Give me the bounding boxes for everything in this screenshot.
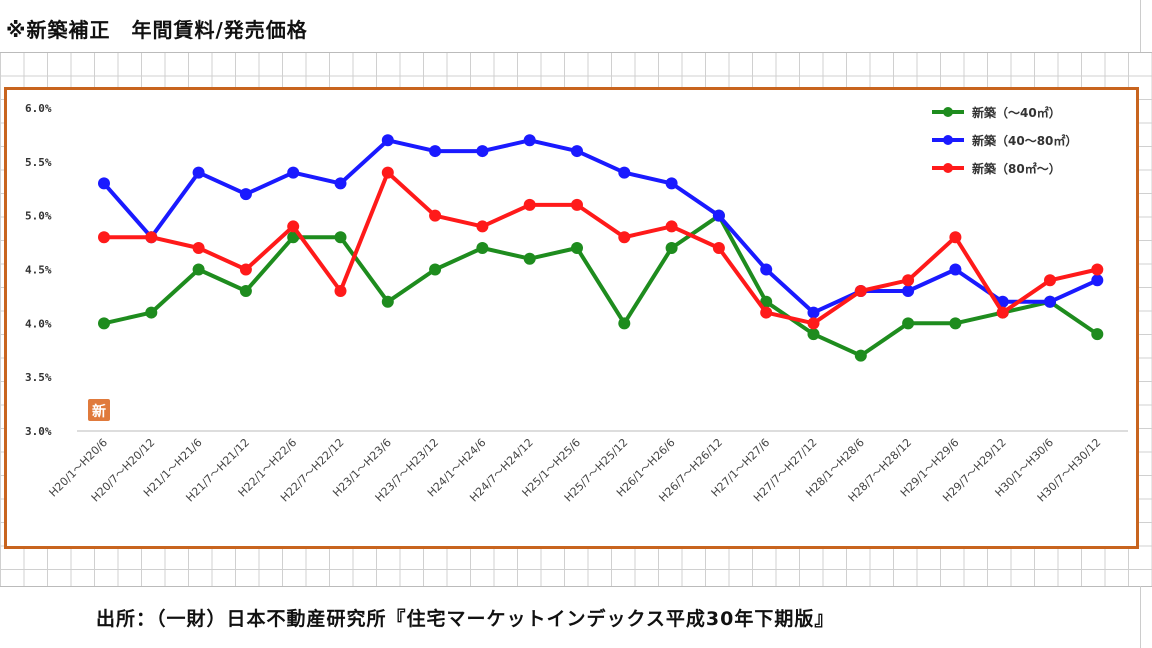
data-point: [571, 145, 583, 158]
data-point: [381, 134, 394, 147]
data-point: [476, 220, 489, 233]
data-point: [1091, 328, 1104, 341]
data-point: [949, 231, 962, 244]
series-line: [102, 138, 1099, 315]
legend-label: 新築（40～80㎡）: [972, 133, 1077, 148]
y-tick-label: 5.5%: [25, 156, 52, 169]
source-note: 出所：（一財）日本不動産研究所『住宅マーケットインデックス平成30年下期版』: [96, 608, 835, 630]
data-point: [381, 166, 394, 179]
data-point: [287, 220, 300, 233]
data-point: [902, 274, 915, 287]
y-tick-label: 3.5%: [25, 371, 52, 384]
data-point: [854, 285, 867, 298]
data-point: [381, 295, 394, 308]
data-point: [902, 317, 915, 330]
data-point: [665, 220, 678, 233]
data-point: [429, 209, 442, 222]
data-point: [949, 263, 962, 276]
divider: [0, 586, 1152, 587]
data-point: [618, 231, 631, 244]
data-point: [98, 231, 110, 244]
data-point: [996, 306, 1009, 319]
line-chart: 3.0%3.5%4.0%4.5%5.0%5.5%6.0%H20/1～H20/6H…: [25, 102, 1128, 504]
data-point: [760, 306, 773, 319]
divider: [1140, 0, 1141, 52]
legend-marker: [943, 107, 953, 117]
legend-marker: [943, 163, 953, 173]
data-point: [239, 263, 252, 276]
legend-marker: [943, 135, 953, 145]
data-point: [334, 231, 347, 244]
data-point: [523, 252, 536, 265]
data-point: [429, 263, 442, 276]
data-point: [665, 177, 678, 190]
data-point: [192, 263, 205, 276]
data-point: [98, 317, 110, 330]
series-line: [103, 213, 1099, 358]
data-point: [949, 317, 962, 330]
data-point: [239, 285, 252, 298]
data-point: [807, 306, 820, 319]
data-point: [807, 328, 820, 341]
data-point: [523, 198, 536, 211]
data-point: [287, 166, 300, 179]
data-point: [429, 145, 442, 158]
data-point: [760, 263, 773, 276]
y-tick-label: 5.0%: [25, 210, 52, 223]
data-point: [760, 295, 773, 308]
data-point: [1091, 263, 1104, 276]
data-point: [334, 285, 347, 298]
data-point: [287, 231, 300, 244]
data-point: [1044, 295, 1056, 308]
data-point: [712, 209, 725, 222]
divider: [1140, 586, 1141, 648]
data-point: [618, 317, 631, 330]
data-point: [523, 134, 536, 147]
data-point: [1091, 274, 1104, 287]
legend-label: 新築（80㎡～）: [972, 161, 1061, 176]
divider: [0, 52, 1152, 53]
data-point: [145, 231, 158, 244]
data-point: [334, 177, 347, 190]
y-tick-label: 4.0%: [25, 317, 52, 330]
data-point: [239, 188, 252, 201]
data-point: [192, 241, 205, 254]
data-point: [665, 241, 678, 254]
new-badge-label: 新: [92, 403, 106, 420]
page-title: ※新築補正 年間賃料/発売価格: [6, 18, 308, 42]
series-line: [104, 170, 1098, 326]
data-point: [618, 166, 631, 179]
data-point: [192, 166, 205, 179]
data-point: [902, 285, 915, 298]
y-tick-label: 6.0%: [25, 102, 52, 115]
legend-label: 新築（～40㎡）: [972, 105, 1061, 120]
data-point: [571, 198, 583, 211]
data-point: [98, 177, 110, 190]
y-tick-label: 4.5%: [25, 264, 52, 277]
y-tick-label: 3.0%: [25, 425, 52, 438]
data-point: [476, 145, 489, 158]
new-badge: [88, 399, 110, 421]
data-point: [571, 241, 583, 254]
chart-frame: 3.0% 3.5% 4.0% 4.5% 5.0% 5.5% 6.0% H20/1～H20/6 H…: [4, 87, 1139, 549]
data-point: [712, 241, 725, 254]
data-point: [807, 317, 820, 330]
data-point: [854, 349, 867, 362]
data-point: [145, 306, 158, 319]
data-point: [476, 241, 489, 254]
data-point: [1044, 274, 1056, 287]
